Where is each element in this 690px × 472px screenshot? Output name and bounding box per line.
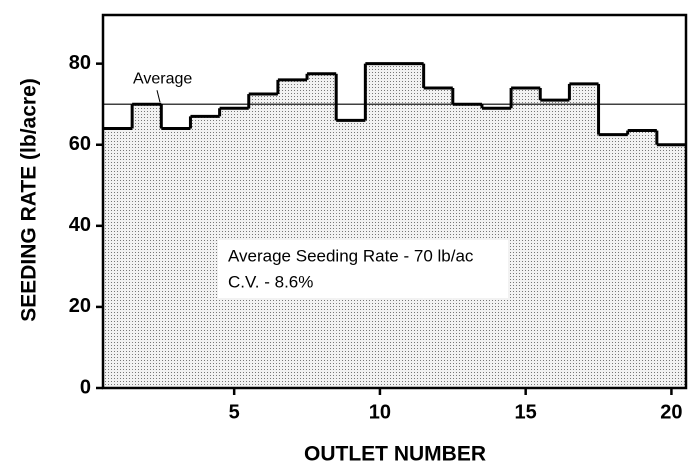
bar bbox=[540, 100, 570, 389]
y-tick-label: 60 bbox=[69, 133, 91, 155]
bar bbox=[394, 63, 424, 389]
y-axis-title: SEEDING RATE (lb/acre) bbox=[18, 78, 41, 322]
annotation: C.V. - 8.6% bbox=[228, 272, 313, 291]
plot-frame bbox=[101, 13, 688, 390]
y-tick-label: 20 bbox=[69, 295, 91, 317]
bar bbox=[307, 73, 337, 389]
annotation-box bbox=[218, 240, 508, 298]
bar bbox=[161, 128, 191, 389]
bar bbox=[423, 87, 453, 388]
x-tick-label: 5 bbox=[229, 401, 240, 423]
x-tick-label: 15 bbox=[515, 401, 537, 423]
average-label: Average bbox=[133, 70, 192, 87]
bar bbox=[627, 130, 657, 388]
bar bbox=[277, 79, 308, 388]
y-tick-label: 40 bbox=[69, 214, 91, 236]
bar bbox=[365, 63, 395, 389]
x-axis-title: OUTLET NUMBER bbox=[304, 443, 486, 466]
bar bbox=[511, 87, 541, 388]
y-tick-label: 80 bbox=[69, 52, 91, 74]
bar bbox=[103, 128, 133, 389]
bar bbox=[190, 116, 220, 388]
y-tick-label: 0 bbox=[80, 376, 91, 398]
bar bbox=[132, 104, 162, 389]
bar bbox=[656, 144, 686, 388]
x-tick-label: 10 bbox=[369, 401, 391, 423]
average-pointer bbox=[156, 90, 161, 103]
x-tick-label: 20 bbox=[660, 401, 682, 423]
bar bbox=[598, 134, 628, 388]
bar bbox=[569, 83, 599, 388]
annotation: Average Seeding Rate - 70 lb/ac bbox=[228, 246, 474, 265]
